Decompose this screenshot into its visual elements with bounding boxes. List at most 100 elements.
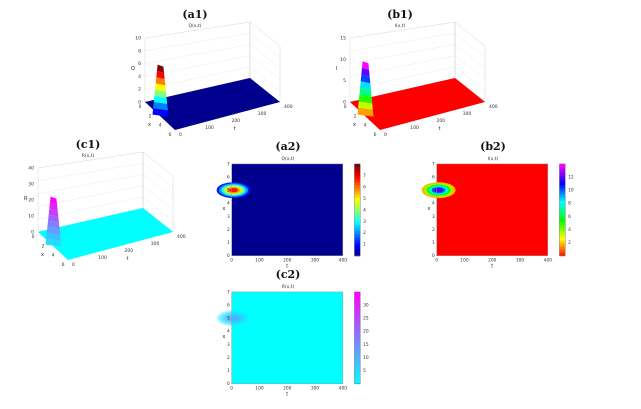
surface-peak-band [358, 101, 373, 110]
t-tick-label: 400 [177, 234, 186, 240]
t-tick-label: 300 [463, 111, 472, 117]
x-tick-label: 400 [339, 386, 348, 392]
colorbar-segment [559, 203, 566, 208]
panel-label: (c1) [75, 138, 101, 151]
y-tick-label: 7 [227, 289, 230, 295]
colorbar-segment [559, 222, 566, 226]
colorbar-segment [559, 176, 566, 180]
colorbar-segment [354, 185, 361, 189]
colorbar-segment [354, 347, 361, 351]
colorbar-segment [354, 231, 361, 235]
heatmap-field [231, 291, 343, 384]
colorbar-segment [559, 228, 566, 232]
x-tick-label: 300 [516, 258, 525, 264]
colorbar-segment [354, 298, 361, 302]
y-tick-label: 4 [432, 201, 435, 207]
y-axis-label: x [223, 335, 226, 340]
plot-title: I(x,t) [394, 24, 406, 29]
y-tick-label: 5 [227, 188, 230, 194]
y-tick-label: 2 [227, 355, 230, 361]
colorbar-segment [559, 231, 566, 235]
colorbar-tick-label: 2 [568, 240, 571, 246]
y-tick-label: 3 [432, 214, 435, 220]
surface-peak-band [155, 77, 166, 86]
panel-label: (b1) [387, 8, 413, 21]
colorbar-segment [354, 334, 361, 339]
hotspot-ring [224, 313, 244, 323]
x-tick-label: 400 [544, 258, 553, 264]
colorbar-segment [559, 219, 566, 223]
colorbar-segment [559, 243, 566, 248]
surface-peak-band [48, 208, 59, 217]
y-tick-label: 0 [227, 253, 230, 259]
colorbar-segment [354, 246, 361, 251]
colorbar-segment [354, 294, 361, 299]
surface-plot: 0 2 4 6 8 10 Q 0 2 4 6 x 0 100 200 300 400 t [131, 21, 293, 138]
colorbar-segment [354, 340, 361, 345]
colorbar-segment [354, 228, 361, 232]
colorbar-segment [354, 237, 361, 241]
hotspot-ring [229, 188, 239, 193]
t-tick-label: 200 [125, 248, 134, 254]
x-tick-label: 100 [460, 258, 469, 264]
surface-peak-band [156, 70, 165, 80]
colorbar-segment [354, 173, 361, 177]
y-tick-label: 6 [432, 174, 435, 180]
colorbar-segment [559, 185, 566, 189]
colorbar-segment [354, 374, 361, 379]
colorbar-tick-label: 6 [568, 214, 571, 220]
colorbar-segment [354, 197, 361, 202]
grid-line [349, 55, 486, 80]
plot-title: R(x,t) [281, 285, 295, 290]
x-tick-label: 6 [374, 132, 377, 138]
colorbar-segment [559, 179, 566, 183]
grid-line [37, 196, 174, 221]
t-tick-label: 400 [489, 104, 498, 110]
hotspot-ring [219, 311, 249, 325]
plot-frame [231, 291, 344, 384]
y-tick-label: 2 [432, 227, 435, 233]
colorbar-tick-label: 20 [363, 329, 369, 335]
t-tick-label: 200 [437, 118, 446, 124]
t-tick-label: 200 [232, 118, 241, 124]
surface-peak-band [153, 102, 168, 111]
colorbar-segment [559, 246, 566, 251]
colorbar-tick-label: 6 [363, 184, 366, 190]
colorbar-segment [559, 249, 566, 254]
colorbar-segment [559, 215, 566, 220]
colorbar-segment [559, 240, 566, 244]
grid-line [349, 33, 486, 58]
colorbar-segment [354, 356, 361, 360]
plot-title: Q(x,t) [188, 24, 202, 29]
surface-floor [38, 208, 173, 260]
surface-peak-band [156, 64, 165, 73]
colorbar-segment [559, 252, 566, 257]
surface-floor [145, 78, 280, 130]
plot-title: Q(x,t) [281, 157, 295, 162]
colorbar-segment [354, 191, 361, 196]
grid-line [37, 174, 174, 199]
x-tick-label: 0 [230, 258, 233, 264]
grid-line [144, 44, 281, 69]
colorbar-segment [559, 194, 566, 199]
colorbar-segment [354, 209, 361, 214]
grid-line [37, 163, 174, 188]
colorbar-segment [354, 359, 361, 363]
surface-peak-band [360, 74, 371, 84]
colorbar-tick-label: 10 [363, 355, 369, 361]
x-tick-label: 100 [255, 258, 264, 264]
surface-plot: 0 10 20 30 40 R 0 2 4 6 x 0 100 200 300 400 t [24, 151, 186, 268]
colorbar-segment [559, 234, 566, 238]
y-tick-label: 5 [227, 316, 230, 322]
colorbar-segment [354, 219, 361, 223]
y-tick-label: 1 [227, 240, 230, 246]
colorbar-tick-label: 4 [568, 227, 571, 233]
colorbar-segment [559, 212, 566, 217]
x-tick-label: 2 [354, 113, 357, 119]
z-axis-label: I [336, 66, 337, 72]
heatmap-field [231, 163, 343, 256]
colorbar-segment [354, 249, 361, 254]
heatmap-field [436, 163, 548, 256]
colorbar-segment [559, 237, 566, 241]
heatmap-plot: 0 100 200 300 400 t 0 1 2 3 4 5 6 7 x 5 10 15 20 25 30 [216, 289, 369, 397]
